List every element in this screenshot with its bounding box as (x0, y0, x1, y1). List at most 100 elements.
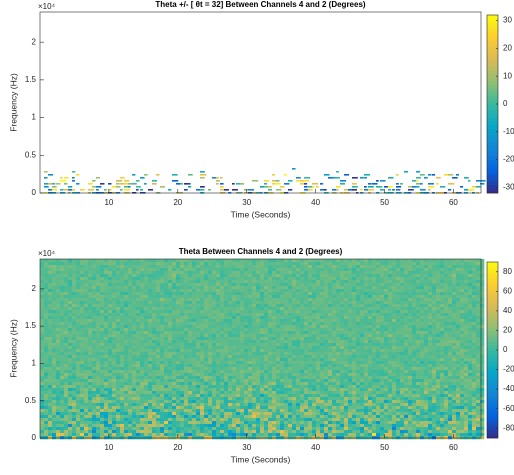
texture-cell (316, 367, 320, 370)
texture-cell (52, 183, 55, 185)
texture-cell (76, 367, 80, 370)
texture-cell (360, 367, 364, 370)
texture-cell (372, 379, 376, 382)
texture-cell (272, 370, 276, 373)
texture-cell (388, 319, 392, 322)
texture-cell (428, 286, 432, 289)
texture-cell (364, 334, 368, 337)
texture-cell (348, 349, 352, 352)
texture-cell (264, 277, 268, 280)
texture-cell (284, 364, 288, 367)
texture-cell (296, 307, 300, 310)
texture-cell (72, 361, 76, 364)
texture-cell (208, 355, 212, 358)
texture-cell (124, 379, 128, 382)
texture-cell (308, 268, 312, 271)
texture-cell (348, 310, 352, 313)
texture-cell (452, 283, 456, 286)
texture-cell (184, 373, 188, 376)
texture-cell (364, 316, 368, 319)
texture-cell (248, 367, 252, 370)
texture-cell (364, 177, 367, 179)
texture-cell (68, 376, 72, 379)
texture-cell (204, 352, 208, 355)
texture-cell (204, 271, 208, 274)
texture-cell (268, 283, 272, 286)
texture-cell (100, 277, 104, 280)
texture-cell (396, 313, 400, 316)
texture-cell (392, 343, 396, 346)
texture-cell (56, 259, 60, 262)
texture-cell (148, 304, 152, 307)
texture-cell (172, 340, 176, 343)
texture-cell (292, 337, 296, 340)
texture-cell (164, 313, 168, 316)
texture-cell (260, 280, 264, 283)
texture-cell (464, 286, 468, 289)
texture-cell (68, 340, 72, 343)
texture-cell (240, 370, 244, 373)
texture-cell (288, 189, 292, 191)
texture-cell (288, 331, 292, 334)
texture-cell (108, 310, 112, 313)
texture-cell (348, 340, 352, 343)
texture-cell (160, 352, 164, 355)
texture-cell (196, 298, 200, 301)
texture-cell (48, 328, 52, 331)
texture-cell (464, 352, 468, 355)
texture-cell (136, 186, 141, 188)
texture-cell (108, 183, 112, 185)
texture-cell (436, 274, 440, 277)
texture-cell (136, 289, 140, 292)
texture-cell (92, 277, 96, 280)
texture-cell (352, 331, 356, 334)
texture-cell (416, 364, 420, 367)
texture-cell (40, 277, 44, 280)
texture-cell (464, 367, 468, 370)
texture-cell (76, 298, 80, 301)
texture-cell (232, 292, 236, 295)
texture-cell (232, 265, 236, 268)
texture-cell (152, 307, 156, 310)
texture-cell (140, 328, 144, 331)
texture-cell (260, 340, 264, 343)
texture-cell (212, 280, 216, 283)
texture-cell (192, 340, 196, 343)
texture-cell (472, 355, 476, 358)
texture-cell (236, 331, 240, 334)
texture-cell (296, 268, 300, 271)
texture-cell (404, 259, 408, 262)
texture-cell (336, 259, 340, 262)
texture-cell (132, 283, 136, 286)
texture-cell (292, 259, 296, 262)
texture-cell (468, 259, 472, 262)
texture-cell (264, 349, 268, 352)
texture-cell (304, 268, 308, 271)
texture-cell (264, 337, 268, 340)
texture-cell (128, 325, 132, 328)
texture-cell (236, 352, 240, 355)
texture-cell (192, 361, 196, 364)
texture-cell (276, 382, 280, 385)
texture-cell (408, 268, 412, 271)
texture-cell (236, 271, 240, 274)
texture-cell (212, 298, 216, 301)
texture-cell (300, 352, 304, 355)
texture-cell (204, 274, 208, 277)
texture-cell (212, 373, 216, 376)
texture-cell (180, 370, 184, 373)
texture-cell (344, 322, 348, 325)
texture-cell (200, 295, 204, 298)
texture-cell (76, 331, 80, 334)
texture-cell (124, 304, 128, 307)
texture-cell (172, 343, 176, 346)
texture-cell (428, 283, 432, 286)
texture-cell (352, 271, 356, 274)
texture-cell (248, 373, 252, 376)
texture-cell (76, 286, 80, 289)
texture-cell (304, 355, 308, 358)
texture-cell (216, 307, 220, 310)
texture-cell (280, 295, 284, 298)
texture-cell (452, 379, 456, 382)
texture-cell (468, 367, 472, 370)
